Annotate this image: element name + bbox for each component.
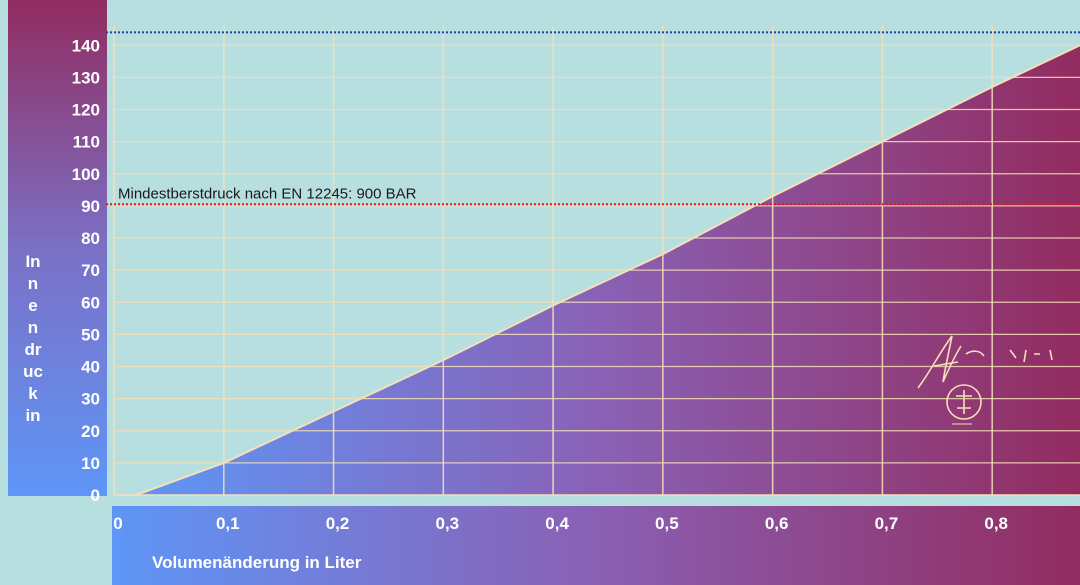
y-tick-label: 30 <box>81 390 100 409</box>
y-axis-title: In nen dr uc k in <box>23 252 43 425</box>
y-tick-label: 80 <box>81 229 100 248</box>
y-axis-title-line: n <box>28 274 38 293</box>
x-axis-title: Volumenänderung in Liter <box>152 553 362 572</box>
y-axis-title-line: uc <box>23 362 43 381</box>
pressure-curve <box>135 44 1080 496</box>
y-tick-label: 110 <box>73 133 100 152</box>
x-tick-label: 0,8 <box>984 514 1008 533</box>
y-axis-panel <box>8 0 107 496</box>
y-tick-labels: 0 10 20 30 40 50 60 70 80 90 100 110 120 130 140 <box>72 36 100 505</box>
y-tick-label: 40 <box>81 358 100 377</box>
y-tick-label: 130 <box>72 68 100 87</box>
horizontal-gridlines <box>114 44 1080 496</box>
y-tick-label: 0 <box>91 486 100 505</box>
inspection-stamp <box>917 335 1053 425</box>
area-under-curve <box>136 45 1080 496</box>
x-axis-panel <box>112 506 1080 585</box>
x-tick-label: 0,4 <box>545 514 569 533</box>
x-tick-label: 0,1 <box>216 514 240 533</box>
reference-line-label: Mindestberstdruck nach EN 12245: 900 BAR <box>118 185 417 202</box>
annotations: Mindestberstdruck nach EN 12245: 900 BAR <box>106 31 1080 206</box>
x-tick-label: 0,2 <box>326 514 350 533</box>
x-tick-label: 0,6 <box>765 514 789 533</box>
x-tick-label: 0,7 <box>875 514 899 533</box>
vertical-gridlines <box>113 26 993 495</box>
y-tick-label: 90 <box>81 197 100 216</box>
x-tick-labels: 0 0,1 0,2 0,3 0,4 0,5 0,6 0,7 0,8 <box>113 514 1008 533</box>
y-tick-label: 140 <box>72 36 100 55</box>
y-axis-title-line: e <box>28 296 37 315</box>
y-tick-label: 100 <box>72 165 100 184</box>
y-axis-title-line: k <box>28 384 38 403</box>
y-tick-label: 50 <box>81 325 100 344</box>
y-axis-title-line: dr <box>25 340 42 359</box>
x-tick-label: 0 <box>113 514 122 533</box>
x-tick-label: 0,3 <box>435 514 459 533</box>
y-axis-title-line: in <box>25 406 40 425</box>
y-axis-title-line: n <box>28 318 38 337</box>
y-tick-label: 70 <box>81 261 100 280</box>
y-tick-label: 10 <box>81 454 100 473</box>
y-tick-label: 60 <box>81 293 100 312</box>
y-axis-title-line: In <box>25 252 40 271</box>
x-tick-label: 0,5 <box>655 514 679 533</box>
y-tick-label: 120 <box>72 101 100 120</box>
y-tick-label: 20 <box>81 422 100 441</box>
